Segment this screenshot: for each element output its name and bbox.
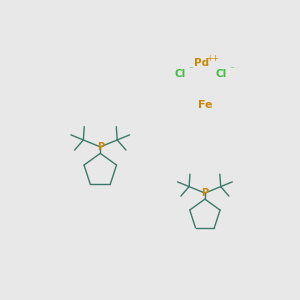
Text: Cl: Cl bbox=[216, 69, 227, 79]
Text: Cl: Cl bbox=[175, 69, 186, 79]
Text: ⁻: ⁻ bbox=[229, 65, 234, 74]
Text: Fe: Fe bbox=[198, 100, 212, 110]
Text: Pd: Pd bbox=[194, 58, 209, 68]
Text: ++: ++ bbox=[207, 54, 219, 63]
Text: P: P bbox=[201, 188, 208, 198]
Text: P: P bbox=[97, 142, 104, 152]
Text: ⁻: ⁻ bbox=[189, 65, 193, 74]
